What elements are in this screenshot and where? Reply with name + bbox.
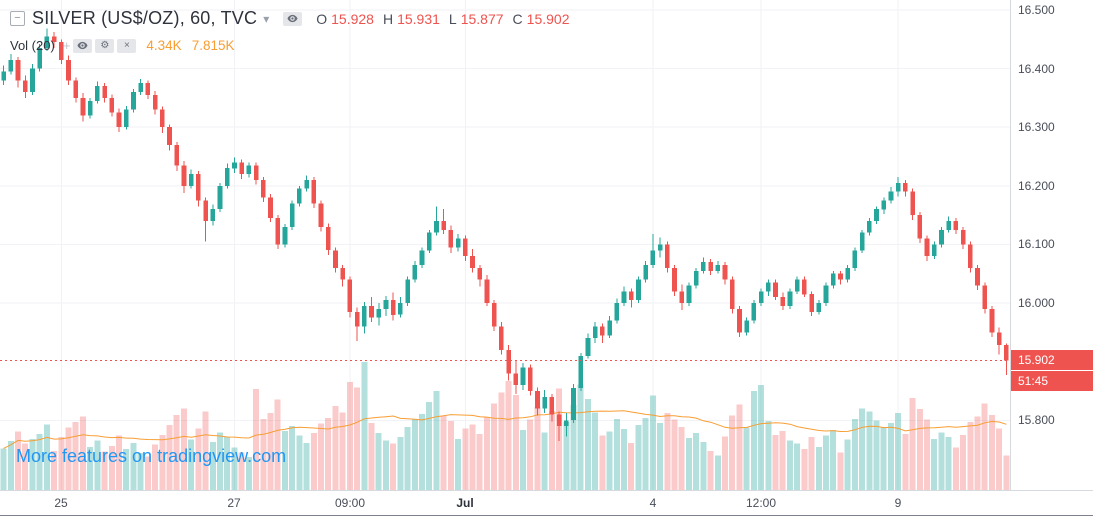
countdown-tag[interactable]: 51:45 bbox=[1011, 371, 1093, 391]
low-label: L bbox=[448, 10, 457, 27]
chart-pane[interactable]: − SILVER (US$/OZ), 60, TVC ▾ O 15.928 H … bbox=[0, 0, 1010, 490]
close-label: C bbox=[512, 10, 523, 27]
volume-ma-line bbox=[3, 410, 1007, 449]
close-icon[interactable]: × bbox=[117, 38, 137, 53]
eye-icon bbox=[77, 41, 88, 50]
volume-legend-row: Vol (20) + ⚙ × 4.34K 7.815K bbox=[10, 38, 569, 53]
time-axis-label: 09:00 bbox=[334, 496, 366, 510]
price-axis-label: 16.100 bbox=[1018, 237, 1055, 251]
open-value: 15.928 bbox=[331, 10, 374, 27]
price-axis-label: 16.500 bbox=[1018, 3, 1055, 17]
candles bbox=[1, 28, 1009, 441]
time-axis-label: 27 bbox=[227, 496, 241, 510]
high-value: 15.931 bbox=[397, 10, 440, 27]
grid-lines bbox=[0, 0, 1010, 490]
time-axis-label: 12:00 bbox=[745, 496, 777, 510]
ohlc-values: O 15.928 H 15.931 L 15.877 C 15.902 bbox=[316, 11, 569, 27]
high-label: H bbox=[382, 10, 394, 27]
candlestick-chart[interactable] bbox=[0, 0, 1010, 490]
chevron-down-icon[interactable]: ▾ bbox=[263, 11, 270, 26]
time-axis-label: 9 bbox=[894, 496, 902, 510]
volume-indicator-label[interactable]: Vol (20) bbox=[10, 38, 55, 53]
close-value: 15.902 bbox=[526, 10, 570, 27]
tradingview-watermark-link[interactable]: More features on tradingview.com bbox=[16, 446, 287, 466]
eye-icon bbox=[287, 14, 298, 23]
symbol-title[interactable]: SILVER (US$/OZ), 60, TVC bbox=[32, 8, 258, 28]
open-label: O bbox=[316, 10, 328, 27]
time-axis-label: 25 bbox=[54, 496, 68, 510]
time-axis-label: 4 bbox=[649, 496, 657, 510]
legend-collapse-icon[interactable]: − bbox=[10, 11, 25, 26]
volume-value: 4.34K bbox=[146, 38, 182, 53]
eye-icon[interactable] bbox=[73, 38, 93, 53]
last-price-tag: 15.902 bbox=[1011, 350, 1093, 370]
price-axis[interactable]: 15.902 51:45 16.500 16.400 16.300 16.200 16.… bbox=[1010, 0, 1093, 490]
price-axis-label: 15.800 bbox=[1018, 413, 1055, 427]
chart-legend: − SILVER (US$/OZ), 60, TVC ▾ O 15.928 H … bbox=[10, 8, 569, 53]
time-axis-label: Jul bbox=[456, 496, 474, 510]
low-value: 15.877 bbox=[460, 10, 504, 27]
time-axis[interactable]: 25 27 09:00 Jul 4 12:00 9 bbox=[0, 490, 1093, 515]
price-axis-label: 16.400 bbox=[1018, 62, 1055, 76]
gear-icon[interactable]: ⚙ bbox=[95, 38, 115, 53]
price-axis-label: 16.000 bbox=[1018, 296, 1055, 310]
volume-bars bbox=[0, 362, 1010, 490]
volume-ma-value: 7.815K bbox=[191, 38, 235, 53]
eye-icon[interactable] bbox=[283, 11, 303, 26]
price-axis-label: 16.300 bbox=[1018, 120, 1055, 134]
price-axis-label: 16.200 bbox=[1018, 179, 1055, 193]
symbol-legend-row: − SILVER (US$/OZ), 60, TVC ▾ O 15.928 H … bbox=[10, 8, 569, 29]
plus-icon[interactable]: + bbox=[62, 38, 71, 53]
